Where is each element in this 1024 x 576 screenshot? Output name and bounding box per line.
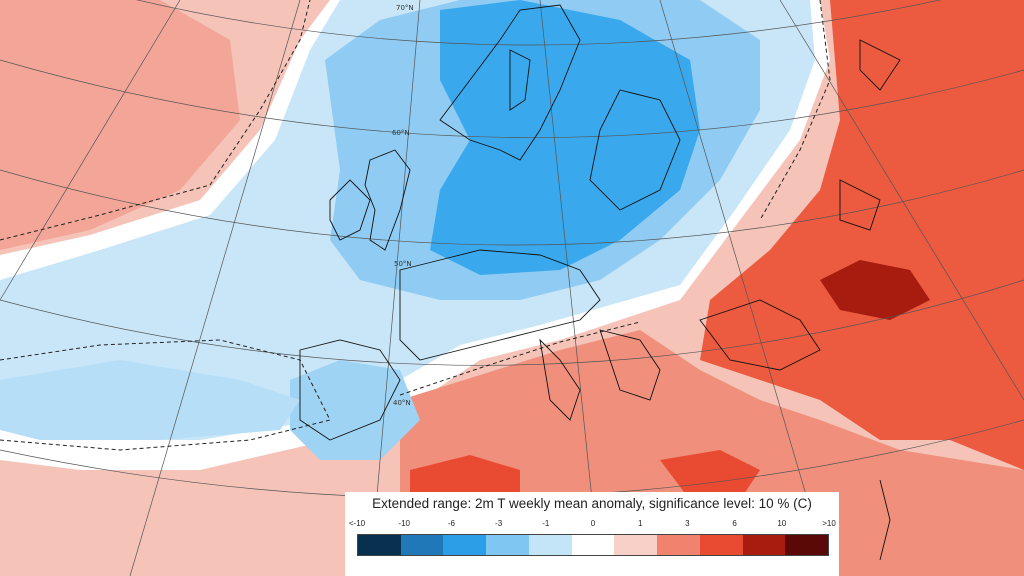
lat-label-70: 70°N xyxy=(396,4,414,12)
warm-anomaly-east xyxy=(700,0,1024,470)
legend-swatch xyxy=(443,535,487,555)
legend-swatch xyxy=(486,535,529,555)
lat-label-50: 50°N xyxy=(394,260,412,268)
legend-tick-label: <-10 xyxy=(348,519,366,528)
warm-anomaly-africa-east xyxy=(660,450,760,500)
legend-tick-label: >10 xyxy=(822,519,836,528)
legend-swatch xyxy=(614,535,658,555)
legend-tick-label: 0 xyxy=(590,519,596,528)
legend-panel: Extended range: 2m T weekly mean anomaly… xyxy=(345,492,839,576)
legend-swatch xyxy=(657,535,700,555)
lat-label-60: 60°N xyxy=(392,129,410,137)
lat-label-40: 40°N xyxy=(393,399,411,407)
legend-swatch xyxy=(742,535,786,555)
warm-anomaly-core xyxy=(820,260,930,320)
legend-tick-label: -6 xyxy=(447,519,455,528)
cold-anomaly-atlantic-south xyxy=(0,360,300,440)
legend-title: Extended range: 2m T weekly mean anomaly… xyxy=(372,496,812,511)
legend-swatch xyxy=(528,535,572,555)
legend-swatch xyxy=(785,535,829,555)
legend-tick-row: <-10 -10 -6 -3 -1 0 1 3 6 10 >10 xyxy=(349,519,836,531)
legend-tick-label: 1 xyxy=(637,519,643,528)
legend-swatch xyxy=(358,535,401,555)
legend-tick-label: -3 xyxy=(495,519,503,528)
legend-swatch xyxy=(699,535,743,555)
legend-tick-label: -1 xyxy=(542,519,550,528)
legend-swatch xyxy=(400,535,444,555)
legend-tick-label: -10 xyxy=(398,519,410,528)
legend-tick-label: 6 xyxy=(732,519,737,528)
coastlines xyxy=(299,4,901,561)
significance-contours xyxy=(0,0,831,451)
legend-tick-label: 3 xyxy=(685,519,690,528)
warm-anomaly-north-atlantic xyxy=(0,0,240,250)
legend-swatch xyxy=(571,535,615,555)
legend-tick-label: 10 xyxy=(777,519,787,528)
legend-color-bar xyxy=(357,534,829,556)
